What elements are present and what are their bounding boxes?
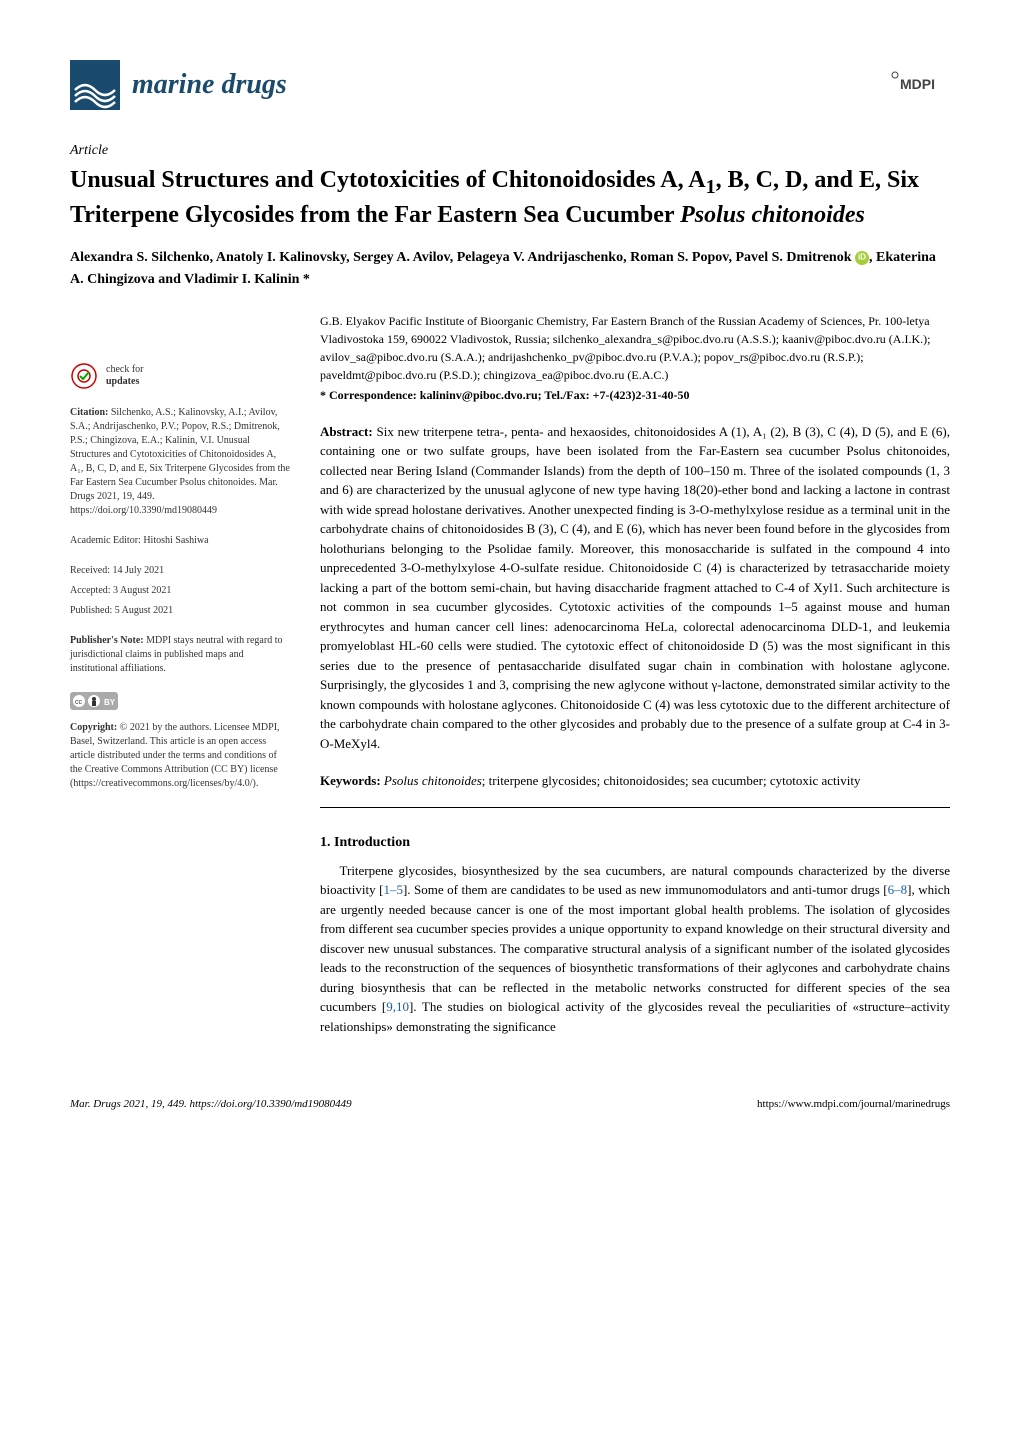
footer-left: Mar. Drugs 2021, 19, 449. https://doi.or… <box>70 1096 352 1113</box>
intro-paragraph: Triterpene glycosides, biosynthesized by… <box>320 861 950 1037</box>
copyright-label: Copyright: <box>70 722 117 733</box>
editor-name: Hitoshi Sashiwa <box>143 535 208 546</box>
svg-text:cc: cc <box>75 699 83 706</box>
ref-6-8[interactable]: 6–8 <box>888 882 908 897</box>
published-date: Published: 5 August 2021 <box>70 604 290 618</box>
footer: Mar. Drugs 2021, 19, 449. https://doi.or… <box>70 1086 950 1113</box>
keywords-label: Keywords: <box>320 773 381 788</box>
abstract: Abstract: Six new triterpene tetra-, pen… <box>320 422 950 754</box>
pubnote-label: Publisher's Note: <box>70 635 144 646</box>
publisher-logo: MDPI <box>890 67 950 104</box>
title-text: Unusual Structures and Cytotoxicities of… <box>70 167 919 228</box>
citation-block: Citation: Silchenko, A.S.; Kalinovsky, A… <box>70 406 290 518</box>
publisher-note-block: Publisher's Note: MDPI stays neutral wit… <box>70 634 290 676</box>
check-updates-label: check forupdates <box>106 364 143 388</box>
article-title: Unusual Structures and Cytotoxicities of… <box>70 165 950 231</box>
citation-label: Citation: <box>70 407 108 418</box>
journal-logo: marine drugs <box>70 60 287 110</box>
footer-right[interactable]: https://www.mdpi.com/journal/marinedrugs <box>757 1096 950 1113</box>
abstract-label: Abstract: <box>320 424 373 439</box>
svg-text:MDPI: MDPI <box>900 76 935 92</box>
article-type: Article <box>70 140 950 161</box>
affiliation-text: G.B. Elyakov Pacific Institute of Bioorg… <box>320 312 950 384</box>
divider <box>320 807 950 808</box>
ref-9-10[interactable]: 9,10 <box>386 999 409 1014</box>
received-date: Received: 14 July 2021 <box>70 564 290 578</box>
citation-text: Silchenko, A.S.; Kalinovsky, A.I.; Avilo… <box>70 407 290 516</box>
sidebar: check forupdates Citation: Silchenko, A.… <box>70 312 290 1037</box>
orcid-icon <box>855 251 869 265</box>
abstract-text: Six new triterpene tetra-, penta- and he… <box>320 424 950 751</box>
ref-1-5[interactable]: 1–5 <box>383 882 403 897</box>
affiliations: G.B. Elyakov Pacific Institute of Bioorg… <box>320 312 950 404</box>
journal-name: marine drugs <box>132 64 287 106</box>
license-block: cc BY Copyright: © 2021 by the authors. … <box>70 692 290 791</box>
editor-label: Academic Editor: <box>70 535 141 546</box>
wave-icon <box>70 60 120 110</box>
check-updates-icon <box>70 362 98 390</box>
authors: Alexandra S. Silchenko, Anatoly I. Kalin… <box>70 247 950 292</box>
dates-block: Received: 14 July 2021 Accepted: 3 Augus… <box>70 564 290 618</box>
cc-by-icon: cc BY <box>70 692 118 710</box>
header: marine drugs MDPI <box>70 60 950 110</box>
authors-part1: Alexandra S. Silchenko, Anatoly I. Kalin… <box>70 250 852 265</box>
check-updates[interactable]: check forupdates <box>70 362 290 390</box>
keywords-text: Psolus chitonoides; triterpene glycoside… <box>384 773 861 788</box>
section-1-heading: 1. Introduction <box>320 832 950 853</box>
accepted-date: Accepted: 3 August 2021 <box>70 584 290 598</box>
keywords: Keywords: Psolus chitonoides; triterpene… <box>320 771 950 791</box>
editor-block: Academic Editor: Hitoshi Sashiwa <box>70 534 290 548</box>
correspondence-text: * Correspondence: kalininv@piboc.dvo.ru;… <box>320 388 689 402</box>
svg-text:BY: BY <box>104 698 116 707</box>
main-column: G.B. Elyakov Pacific Institute of Bioorg… <box>320 312 950 1037</box>
